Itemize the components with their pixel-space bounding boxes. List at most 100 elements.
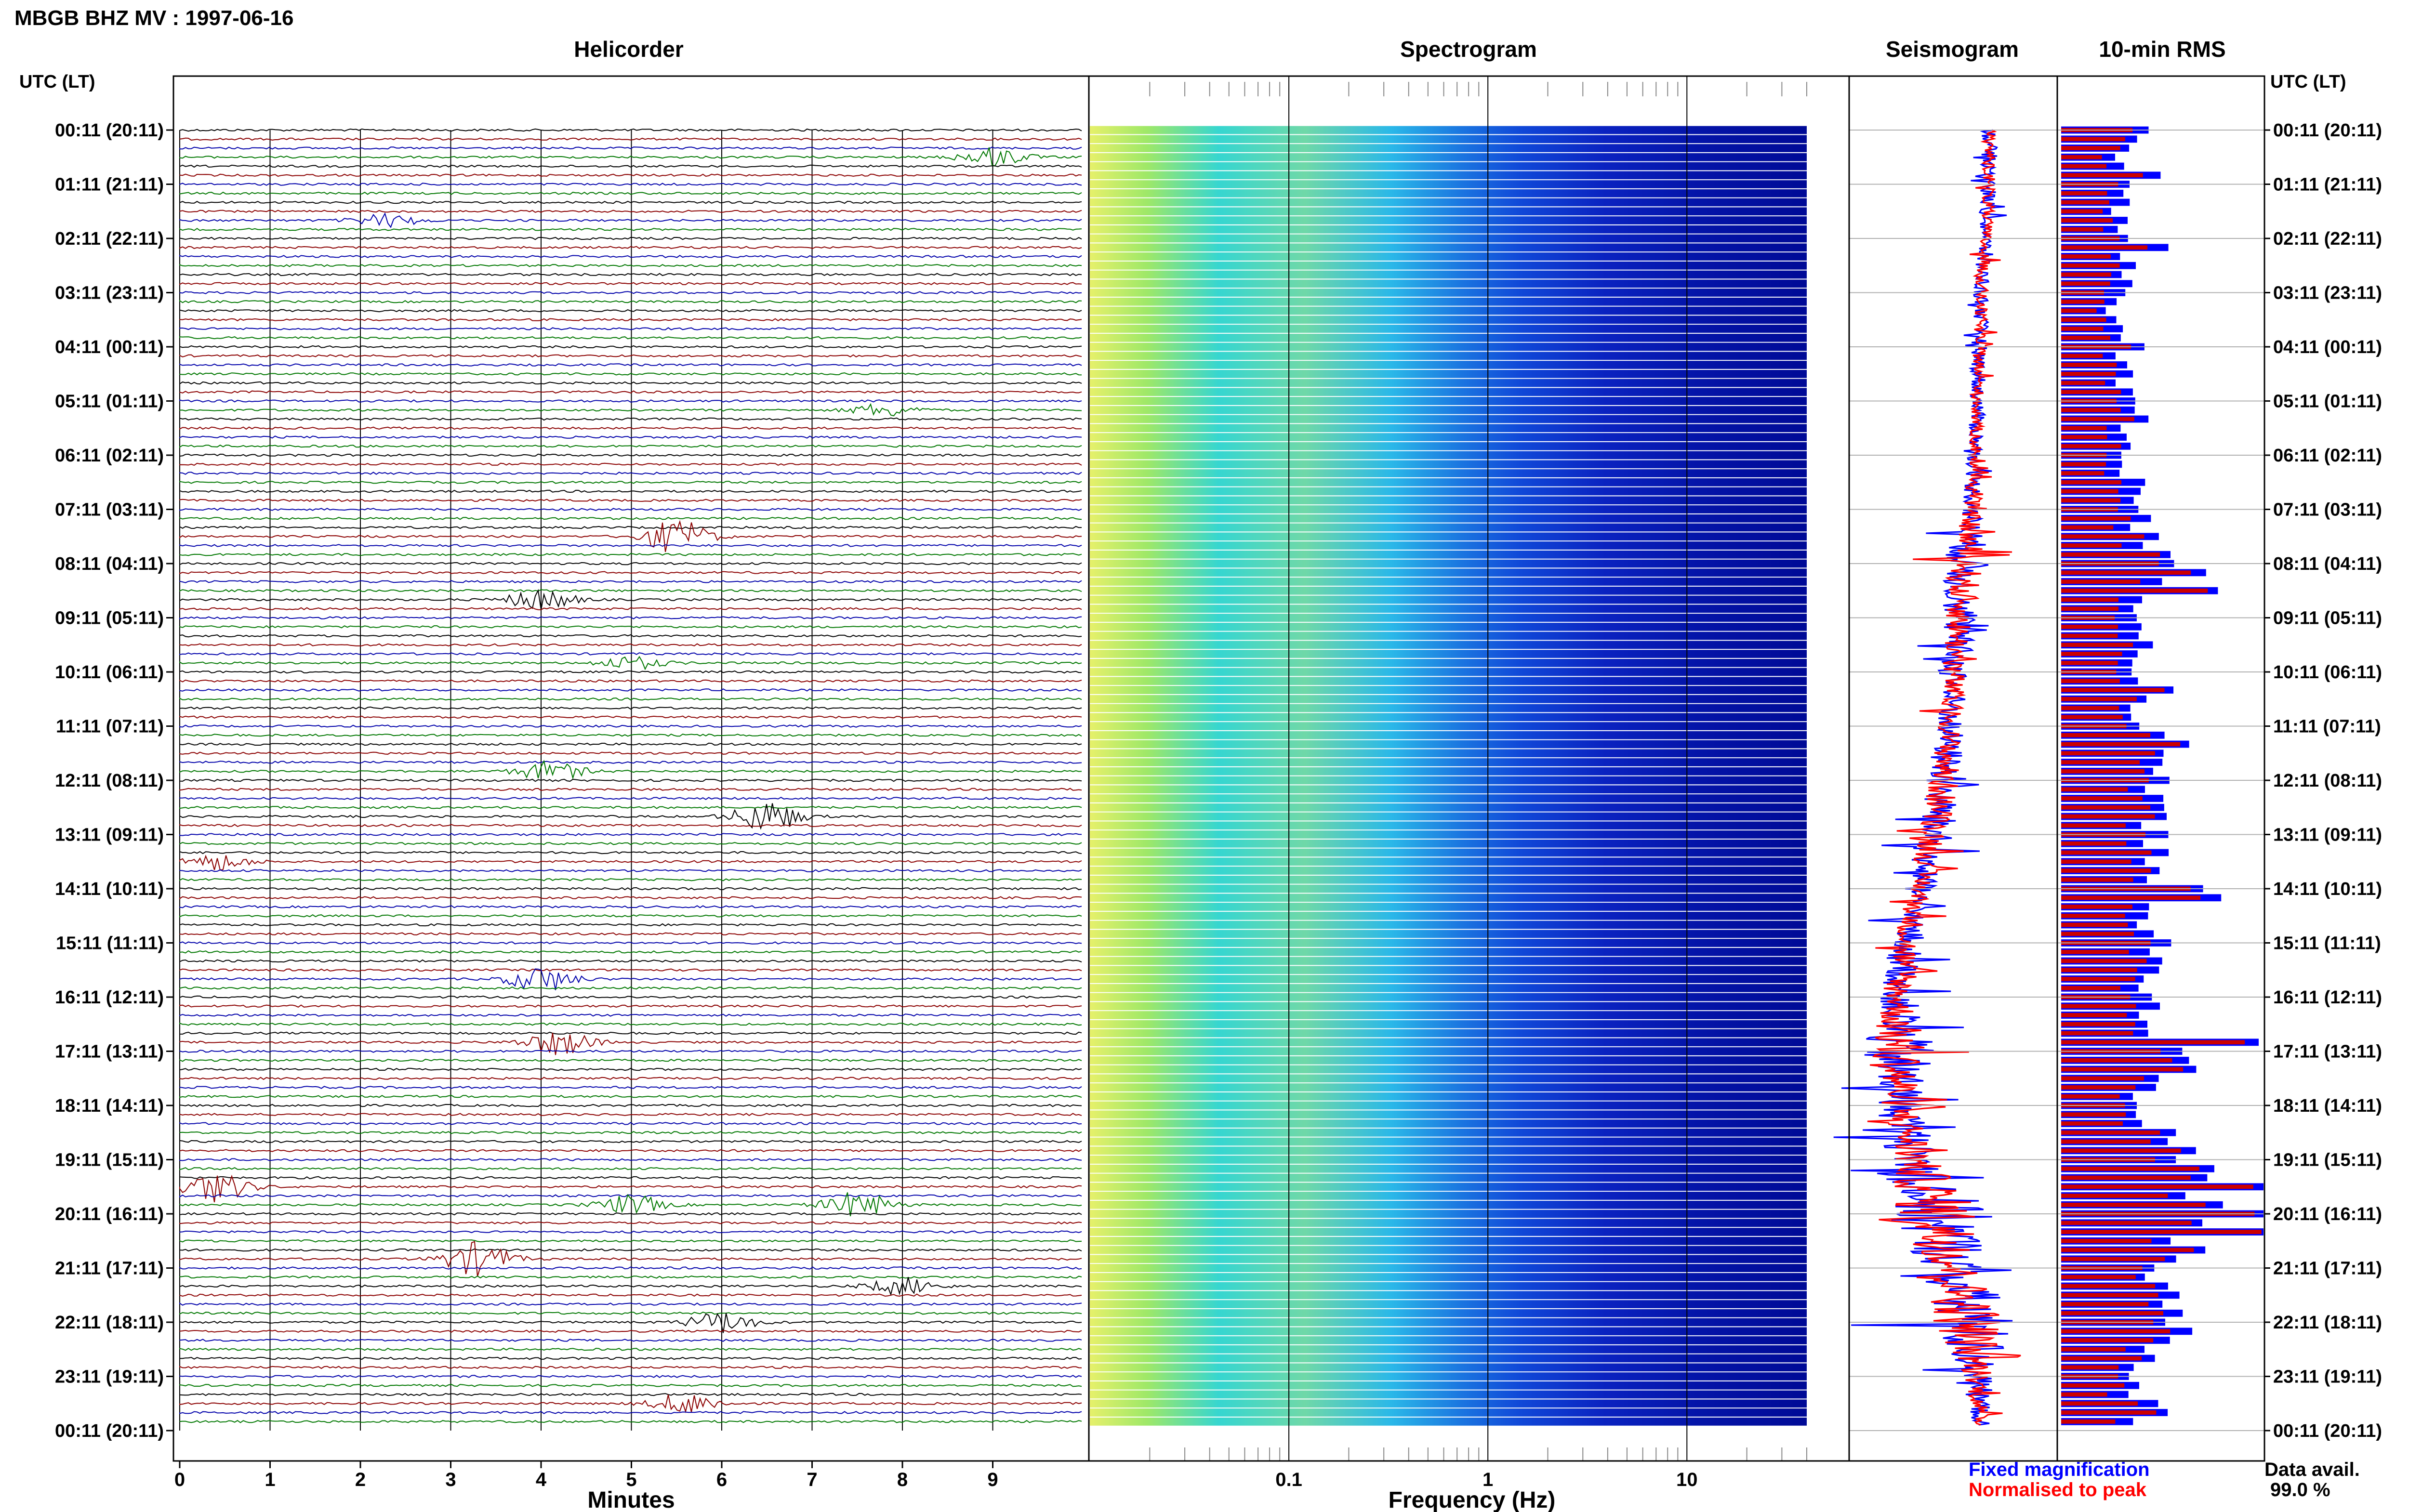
time-tick-right: 07:11 (03:11) (2273, 500, 2382, 520)
spectrogram-row (1090, 686, 1807, 694)
rms-bar-normalised (2061, 977, 2135, 981)
spectrogram-row (1090, 1200, 1807, 1209)
helicorder-trace (179, 1212, 1082, 1216)
rms-bar-normalised (2061, 968, 2137, 973)
spectrogram-row (1090, 379, 1807, 387)
spectrogram-row (1090, 1002, 1807, 1011)
helicorder-trace (179, 426, 1082, 430)
time-axes: 00:11 (20:11) 00:11 (20:11) 01:11 (21:11) 0… (55, 120, 2382, 1441)
time-tick-left: 07:11 (03:11) (55, 500, 164, 520)
rms-bar-normalised (2061, 354, 2103, 358)
spectrogram-row (1090, 1399, 1807, 1408)
helicorder-trace (179, 1420, 1082, 1423)
spectrogram-row (1090, 478, 1807, 486)
time-tick-right: 18:11 (14:11) (2273, 1096, 2382, 1116)
rms-bar-normalised (2061, 1184, 2253, 1189)
helicorder-trace (179, 273, 1082, 276)
spectrogram-row (1090, 722, 1807, 730)
rms-bar-normalised (2061, 543, 2122, 548)
rms-bar-normalised (2061, 426, 2107, 431)
helicorder-trace (179, 200, 1082, 204)
time-tick-left: 12:11 (08:11) (55, 771, 164, 791)
spectrogram-row (1090, 1273, 1807, 1281)
left-axis-label: UTC (LT) (19, 72, 95, 92)
time-tick-right: 17:11 (13:11) (2273, 1042, 2382, 1062)
spectrogram-row (1090, 406, 1807, 414)
time-tick-right: 10:11 (06:11) (2273, 662, 2382, 683)
helicorder-trace (179, 1031, 1082, 1035)
helicorder-trace (179, 472, 1082, 475)
helicorder-trace (179, 1275, 1082, 1279)
spectrogram-title: Spectrogram (1400, 37, 1537, 62)
helicorder-trace (179, 1131, 1082, 1134)
rms-bar-normalised (2061, 327, 2104, 331)
spectrogram-row (1090, 975, 1807, 983)
helicorder-title: Helicorder (574, 37, 684, 62)
spectrogram-row (1090, 848, 1807, 857)
helicorder-trace (179, 210, 1082, 213)
rms-bar-normalised (2061, 417, 2134, 421)
rms-bar-normalised (2061, 597, 2118, 602)
helicorder-trace (179, 941, 1082, 945)
helicorder-trace (179, 1122, 1082, 1125)
spectrogram-row (1090, 884, 1807, 893)
helicorder-trace (179, 706, 1082, 710)
spectrogram-row (1090, 433, 1807, 441)
helicorder-trace (179, 788, 1082, 791)
spectrogram-row (1090, 460, 1807, 469)
spectrogram-row (1090, 568, 1807, 577)
rms-bar-normalised (2061, 1139, 2151, 1144)
helicorder-trace (179, 1033, 1082, 1055)
rms-bar-normalised (2061, 1329, 2171, 1334)
helicorder-trace (179, 1393, 1082, 1396)
spectrogram-row (1090, 803, 1807, 812)
rms-bar-normalised (2061, 200, 2109, 205)
rms-bar-normalised (2061, 1004, 2136, 1009)
rms-bar-normalised (2061, 796, 2143, 801)
rms-bar-normalised (2061, 859, 2131, 864)
spectrogram-row (1090, 306, 1807, 315)
rms-bar-normalised (2061, 1275, 2136, 1279)
helicorder-trace (179, 191, 1082, 195)
helicorder-trace (179, 1347, 1082, 1351)
spectrogram-row (1090, 550, 1807, 559)
spectrogram-row (1090, 1056, 1807, 1065)
helicorder-trace (179, 227, 1082, 231)
rms-bar-normalised (2061, 633, 2118, 638)
spectrogram-row (1090, 614, 1807, 622)
spectrogram-row (1090, 1408, 1807, 1417)
rms-bar-normalised (2061, 1094, 2120, 1099)
rms-bar-normalised (2061, 363, 2117, 367)
rms-bar-normalised (2061, 371, 2116, 376)
helicorder-trace (179, 1356, 1082, 1360)
helicorder-trace (179, 1086, 1082, 1089)
rms-bar-normalised (2061, 643, 2133, 647)
time-tick-left: 00:11 (20:11) (55, 120, 164, 141)
rms-bar-normalised (2061, 688, 2165, 692)
rms-bar-normalised (2061, 895, 2201, 900)
spectrogram-row (1090, 785, 1807, 794)
spectrogram-row (1090, 957, 1807, 965)
spectrogram-row (1090, 767, 1807, 776)
helicorder-tick-label: 2 (355, 1469, 366, 1490)
rms-bar-normalised (2061, 841, 2127, 846)
spectrogram-row (1090, 1291, 1807, 1300)
time-tick-right: 20:11 (16:11) (2273, 1204, 2382, 1224)
helicorder-trace (179, 959, 1082, 963)
helicorder-trace (179, 1394, 1082, 1414)
helicorder-trace (179, 778, 1082, 782)
helicorder-tick-label: 7 (807, 1469, 817, 1490)
helicorder-trace (179, 797, 1082, 800)
spectrogram-row (1090, 1083, 1807, 1091)
time-tick-left: 20:11 (16:11) (55, 1204, 164, 1224)
rms-bar-normalised (2061, 1347, 2126, 1352)
helicorder-trace (179, 589, 1082, 592)
rms-bar-normalised (2061, 715, 2123, 720)
spectrogram-row (1090, 1065, 1807, 1074)
time-tick-left: 14:11 (10:11) (55, 879, 164, 899)
spectrogram-row (1090, 939, 1807, 947)
rms-bar-normalised (2061, 272, 2111, 277)
helicorder-trace (179, 128, 1082, 132)
helicorder-tick-label: 8 (897, 1469, 908, 1490)
